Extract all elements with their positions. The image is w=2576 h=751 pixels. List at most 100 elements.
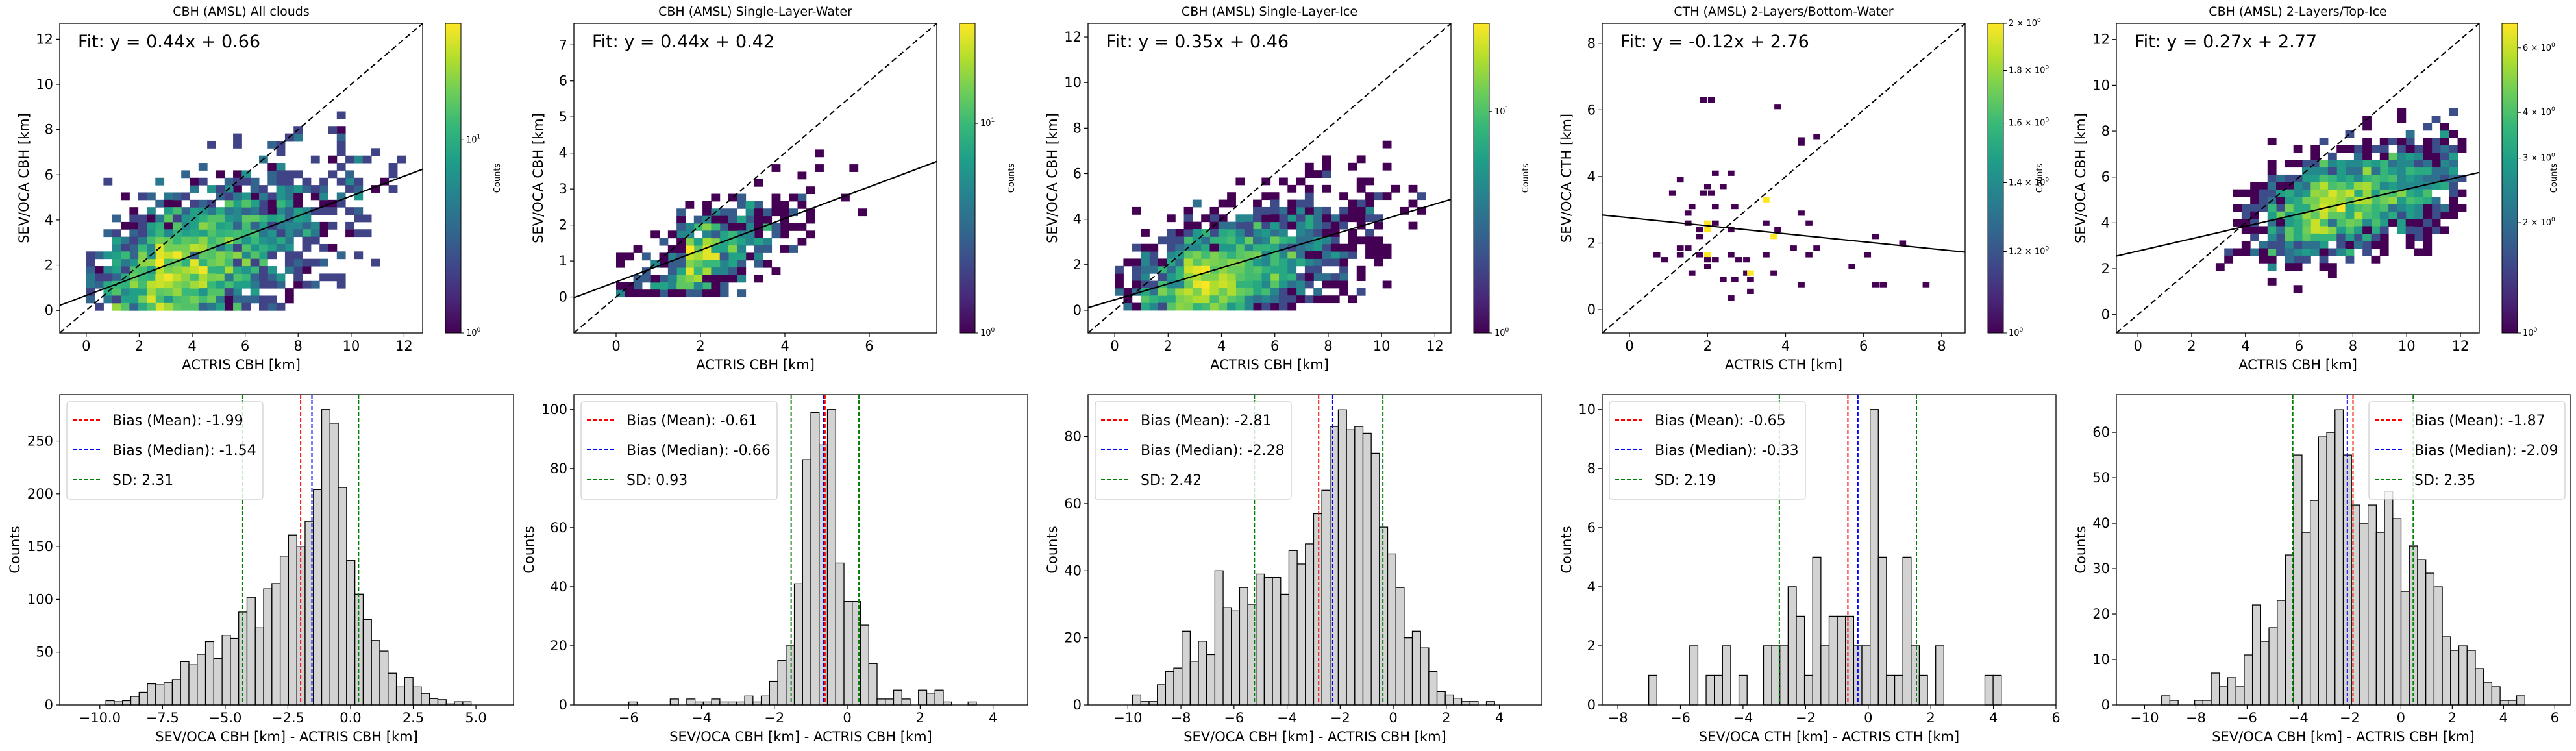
- heatmap-cell: [728, 193, 737, 202]
- heatmap-cell: [276, 221, 286, 230]
- heatmap-cell: [1322, 273, 1331, 281]
- heatmap-cell: [1322, 228, 1331, 237]
- y-tick-label: 2: [1587, 236, 1596, 251]
- heatmap-cell: [328, 207, 338, 215]
- heatmap-cell: [1175, 265, 1185, 274]
- x-axis-label: ACTRIS CTH [km]: [1725, 357, 1842, 373]
- histogram-bar: [114, 701, 123, 706]
- histogram-bar: [2483, 682, 2493, 706]
- heatmap-cell: [2379, 197, 2389, 204]
- heatmap-cell: [233, 214, 242, 223]
- heatmap-cell: [1278, 258, 1288, 267]
- heatmap-cell: [267, 302, 277, 311]
- histogram-bar: [2301, 532, 2311, 706]
- histogram-bar: [2277, 600, 2286, 706]
- heatmap-cell: [242, 273, 251, 282]
- heatmap-cell: [754, 230, 763, 239]
- heatmap-cell: [1261, 288, 1271, 296]
- heatmap-cell: [1166, 265, 1176, 274]
- heatmap-cell: [1158, 288, 1167, 296]
- heatmap-cell: [2362, 138, 2372, 146]
- heatmap-cell: [1183, 258, 1193, 267]
- x-tick-label: 2: [1442, 710, 1450, 726]
- x-tick-label: −8: [1171, 710, 1191, 726]
- heatmap-cell: [345, 155, 354, 164]
- y-tick-label: 20: [550, 638, 567, 654]
- heatmap-cell: [1287, 214, 1297, 223]
- heatmap-cell: [1166, 273, 1176, 281]
- x-tick-label: −2: [1796, 710, 1816, 726]
- heatmap-cell: [2423, 160, 2433, 168]
- heatmap-cell: [1304, 228, 1314, 237]
- heatmap-cell: [2371, 204, 2381, 212]
- x-tick-label: 0.0: [340, 710, 361, 726]
- heatmap-cell: [711, 289, 721, 298]
- heatmap-cell: [616, 252, 625, 261]
- heatmap-cell: [1218, 273, 1228, 281]
- histogram-bar: [1894, 674, 1903, 706]
- heatmap-cell: [2353, 152, 2363, 160]
- histogram-bar: [1648, 674, 1657, 706]
- histogram-bar: [967, 701, 977, 706]
- heatmap-cell: [1304, 273, 1314, 281]
- histogram-bar: [2367, 504, 2377, 706]
- heatmap-cell: [224, 302, 234, 311]
- heatmap-cell: [1348, 295, 1357, 304]
- heatmap-cell: [1339, 273, 1348, 281]
- heatmap-cell: [2449, 108, 2458, 116]
- heatmap-cell: [216, 302, 225, 311]
- y-tick-label: 8: [1587, 36, 1596, 51]
- heatmap-cell: [1183, 302, 1193, 311]
- heatmap-cell: [633, 289, 643, 298]
- panel-title: CTH (AMSL) 2-Layers/Bottom-Water: [1674, 5, 1893, 19]
- y-tick-label: 60: [550, 520, 567, 536]
- histogram-bar: [1132, 694, 1141, 706]
- heatmap-cell: [1703, 220, 1711, 226]
- histogram-bar: [752, 701, 762, 706]
- heatmap-cell: [1304, 265, 1314, 274]
- heatmap-cell: [284, 236, 294, 245]
- heatmap-cell: [1728, 227, 1735, 233]
- heatmap-cell: [1711, 170, 1719, 176]
- histogram-bar: [313, 489, 323, 706]
- histogram-bar: [155, 684, 165, 706]
- heatmap-cell: [164, 221, 173, 230]
- y-tick-label: 2: [45, 258, 53, 273]
- heatmap-cell: [1183, 214, 1193, 223]
- heatmap-cell: [319, 199, 328, 208]
- heatmap-cell: [1209, 243, 1219, 252]
- heatmap-cell: [164, 302, 173, 311]
- heatmap-cell: [224, 243, 234, 252]
- histogram-bar: [760, 695, 770, 706]
- heatmap-cell: [1339, 280, 1348, 289]
- heatmap-cell: [1227, 192, 1236, 201]
- heatmap-cell: [267, 236, 277, 245]
- heatmap-cell: [164, 273, 173, 282]
- heatmap-cell: [1218, 228, 1228, 237]
- heatmap-cell: [129, 214, 139, 223]
- heatmap-cell: [293, 266, 303, 274]
- heatmap-cell: [190, 229, 199, 238]
- heatmap-cell: [2440, 167, 2449, 175]
- heatmap-cell: [1218, 258, 1228, 267]
- heatmap-cell: [2302, 233, 2311, 241]
- heatmap-cell: [2327, 189, 2337, 197]
- heatmap-cell: [138, 273, 147, 282]
- heatmap-cell: [2423, 152, 2433, 160]
- heatmap-cell: [190, 207, 199, 215]
- heatmap-cell: [2362, 211, 2372, 219]
- heatmap-cell: [1218, 221, 1228, 230]
- heatmap-cell: [2224, 255, 2234, 264]
- heatmap-cell: [2224, 248, 2234, 256]
- heatmap-cell: [1227, 221, 1236, 230]
- y-axis-label: SEV/OCA CBH [km]: [2073, 113, 2088, 243]
- histogram-bar: [1148, 701, 1158, 706]
- heatmap-cell: [198, 288, 208, 296]
- colorbar-tick-label: 1.4 × 100: [2009, 177, 2049, 188]
- heatmap-cell: [2362, 174, 2372, 182]
- heatmap-cell: [371, 185, 380, 193]
- heatmap-cell: [1330, 280, 1340, 289]
- heatmap-cell: [1253, 251, 1262, 259]
- heatmap-cell: [711, 245, 721, 253]
